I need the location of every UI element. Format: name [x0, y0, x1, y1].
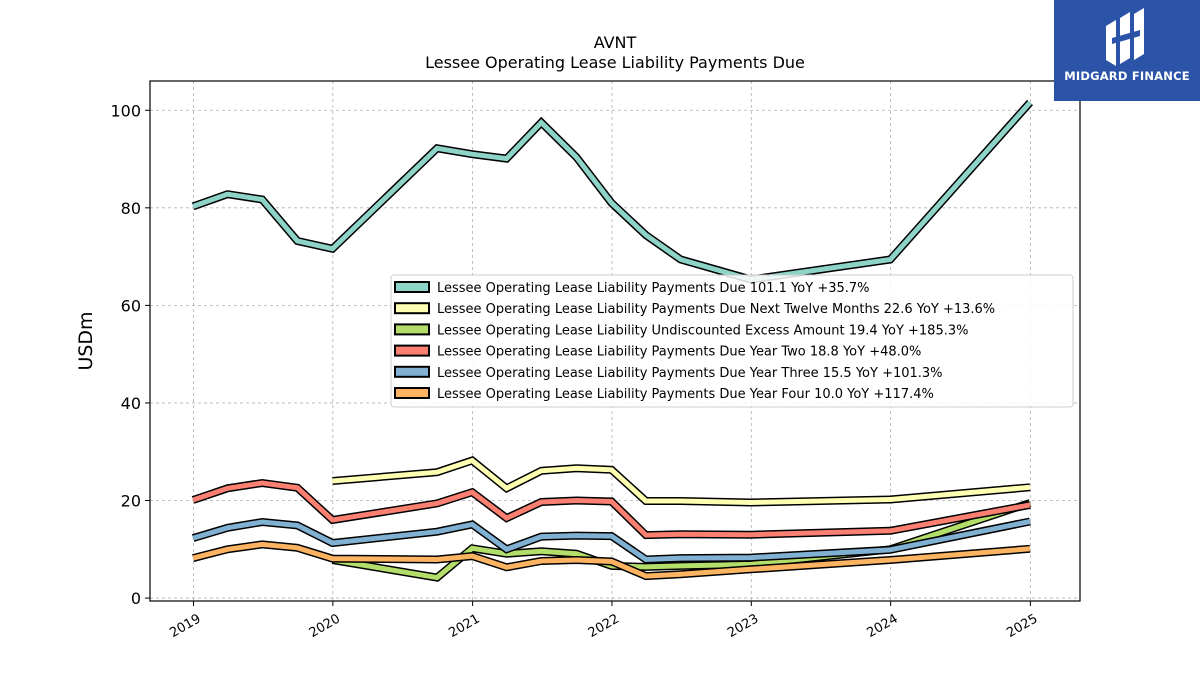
y-axis-label: USDm — [75, 311, 97, 370]
x-tick-label: 2023 — [725, 611, 761, 641]
y-tick-label: 60 — [121, 296, 141, 315]
y-tick-label: 20 — [121, 492, 141, 511]
x-tick-label: 2024 — [864, 611, 900, 641]
chart-subtitle: Lessee Operating Lease Liability Payment… — [425, 53, 805, 72]
x-tick-label: 2025 — [1004, 611, 1040, 641]
midgard-logo-icon — [1106, 8, 1144, 66]
x-tick-label: 2019 — [167, 611, 203, 641]
legend-swatch-4 — [394, 344, 430, 357]
legend-entry-6: Lessee Operating Lease Liability Payment… — [437, 387, 934, 402]
legend-entry-2: Lessee Operating Lease Liability Payment… — [437, 302, 995, 317]
y-tick-label: 0 — [131, 589, 141, 608]
x-tick-label: 2021 — [446, 611, 482, 641]
y-tick-label: 100 — [110, 101, 141, 120]
series-line-6 — [192, 541, 1031, 579]
legend-swatch-5 — [394, 365, 430, 378]
legend-swatch-1 — [394, 281, 430, 293]
series-line-4 — [192, 480, 1031, 538]
logo-text: MIDGARD FINANCE — [1064, 69, 1190, 83]
series-line-5 — [192, 519, 1031, 563]
legend-entry-1: Lessee Operating Lease Liability Payment… — [437, 281, 870, 296]
legend-box — [390, 274, 1074, 408]
x-tick-label: 2022 — [586, 611, 622, 641]
legend-swatch-6 — [394, 387, 430, 399]
y-tick-label: 40 — [121, 394, 141, 413]
legend-swatch-3 — [394, 323, 430, 336]
legend: Lessee Operating Lease Liability Payment… — [390, 274, 1074, 408]
series-line-2 — [332, 457, 1031, 506]
legend-entry-4: Lessee Operating Lease Liability Payment… — [437, 345, 921, 360]
x-tick-label: 2020 — [307, 611, 343, 641]
legend-entry-5: Lessee Operating Lease Liability Payment… — [437, 366, 943, 381]
series-lines — [191, 99, 1033, 582]
series-line-1 — [192, 100, 1032, 283]
legend-swatch-2 — [394, 302, 430, 315]
chart-title: AVNT — [594, 33, 637, 52]
midgard-finance-logo: MIDGARD FINANCE — [1054, 0, 1200, 101]
plot-frame — [149, 80, 1081, 602]
y-tick-label: 80 — [121, 199, 141, 218]
legend-entry-3: Lessee Operating Lease Liability Undisco… — [437, 323, 968, 338]
